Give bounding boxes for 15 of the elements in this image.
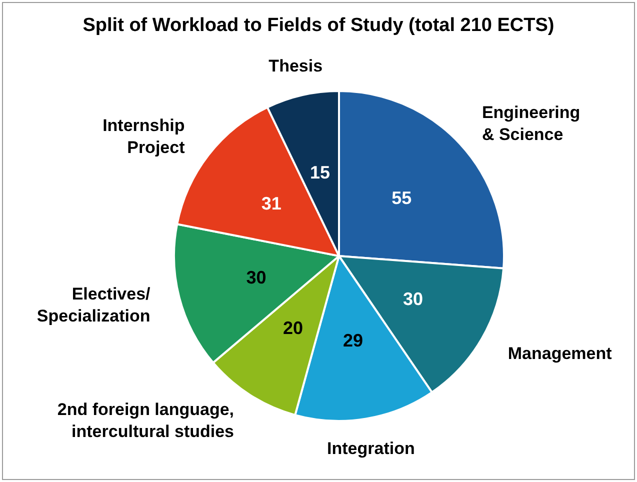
data-label: 55 [392,188,412,208]
slice-label: Engineering & Science [482,102,580,144]
data-label: 31 [261,194,282,214]
slice-label: Integration [327,438,415,458]
slice-label: Management [508,344,612,363]
data-label: 20 [282,318,303,338]
chart-title: Split of Workload to Fields of Study (total 210 ECTS) [82,15,554,36]
data-label: 30 [403,288,424,309]
slice-label: Internship Project [102,116,186,158]
slice-label: Electives/ Specialization [36,284,151,326]
data-label: 30 [246,268,266,288]
slice-label: Thesis [268,56,323,76]
data-label: 15 [310,162,330,183]
slice-label: 2nd foreign language, intercultural studies [57,400,234,441]
data-label: 29 [342,330,364,350]
